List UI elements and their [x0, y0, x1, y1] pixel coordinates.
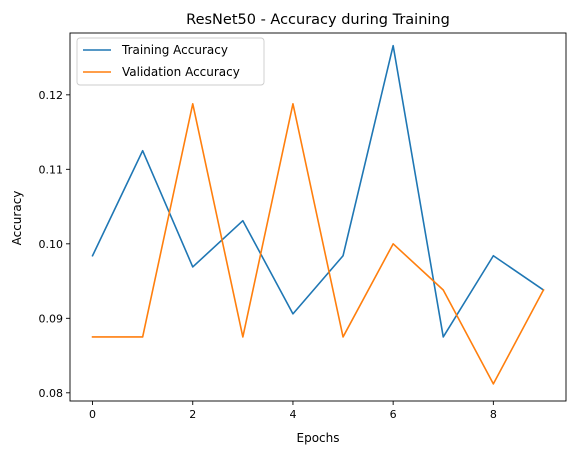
legend-box [76, 37, 265, 86]
y-tick-label: 0.10 [39, 238, 64, 251]
y-tick-label: 0.12 [39, 89, 64, 102]
x-tick-label: 2 [189, 408, 196, 421]
series-line-1 [91, 102, 545, 385]
legend-label-1: Validation Accuracy [122, 65, 240, 79]
x-tick-label: 4 [289, 408, 296, 421]
y-tick-label: 0.08 [39, 387, 64, 400]
legend: Training Accuracy Validation Accuracy [76, 37, 265, 86]
series-line-0 [91, 44, 545, 338]
x-tick-label: 6 [390, 408, 397, 421]
plot-area: 0 2 4 6 8 0.08 0.09 0.10 0.11 0.12 [39, 32, 567, 421]
y-tick-label: 0.09 [39, 312, 64, 325]
chart-title: ResNet50 - Accuracy during Training [186, 12, 450, 28]
x-tick-label: 0 [89, 408, 96, 421]
axes-frame [69, 32, 567, 402]
y-tick-label: 0.11 [39, 163, 64, 176]
legend-label-0: Training Accuracy [121, 43, 228, 57]
y-axis-label: Accuracy [10, 191, 24, 246]
x-axis-label: Epochs [297, 431, 340, 445]
x-tick-label: 8 [490, 408, 497, 421]
